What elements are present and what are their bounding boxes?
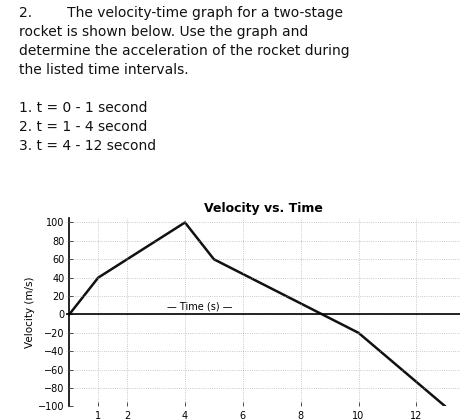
Title: Velocity vs. Time: Velocity vs. Time <box>204 202 322 215</box>
Text: 2.        The velocity-time graph for a two-stage
rocket is shown below. Use the: 2. The velocity-time graph for a two-sta… <box>19 6 350 153</box>
Text: — Time (s) —: — Time (s) — <box>167 302 232 312</box>
Y-axis label: Velocity (m/s): Velocity (m/s) <box>25 277 35 348</box>
